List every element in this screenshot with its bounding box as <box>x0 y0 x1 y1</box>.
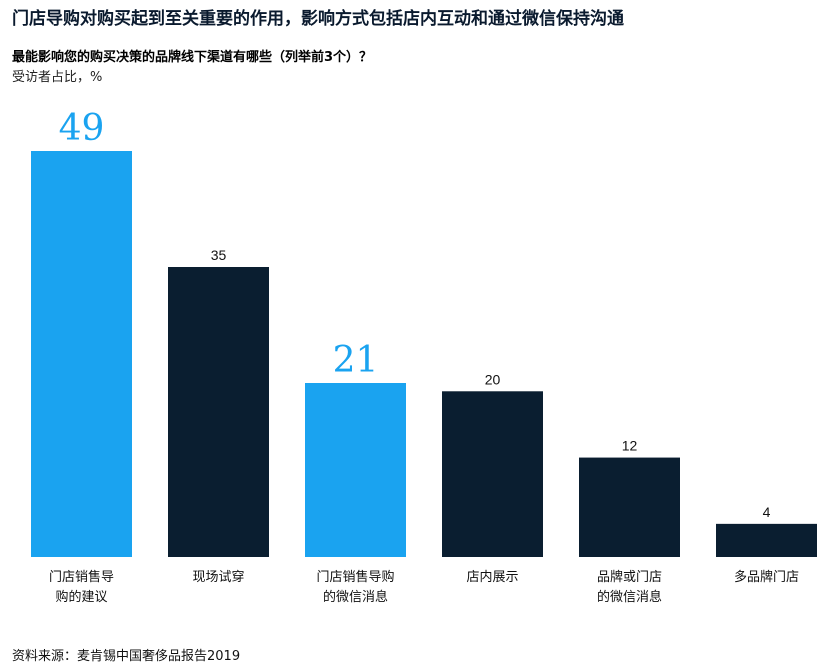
data-label-2: 35 <box>211 247 227 263</box>
category-label-2: 现场试穿 <box>192 569 244 585</box>
data-label-6: 4 <box>763 504 771 520</box>
category-label-1-line-2: 购的建议 <box>55 589 107 605</box>
category-label-6: 多品牌门店 <box>734 569 799 585</box>
bar-2 <box>168 267 269 557</box>
bar-chart: 49门店销售导购的建议35现场试穿21门店销售导购的微信消息20店内展示12品牌… <box>31 108 817 605</box>
category-label-1-line-1: 门店销售导 <box>49 569 114 585</box>
category-label-3-line-1: 门店销售导购 <box>316 569 394 585</box>
headline: 门店导购对购买起到至关重要的作用，影响方式包括店内互动和通过微信保持沟通 <box>12 9 624 29</box>
bar-3 <box>305 383 406 557</box>
data-label-1: 49 <box>59 108 105 149</box>
chart-title: 最能影响您的购买决策的品牌线下渠道有哪些（列举前3个）？ <box>12 50 373 65</box>
bar-4 <box>442 391 543 557</box>
data-label-4: 20 <box>485 371 501 387</box>
category-label-3-line-2: 的微信消息 <box>323 589 388 605</box>
category-label-5-line-1: 品牌或门店 <box>597 569 662 585</box>
category-label-5-line-2: 的微信消息 <box>597 589 662 605</box>
y-axis-label: 受访者占比，% <box>12 70 103 85</box>
bar-1 <box>31 151 132 557</box>
source-note: 资料来源：麦肯锡中国奢侈品报告2019 <box>12 649 241 664</box>
data-label-3: 21 <box>333 340 379 381</box>
bar-6 <box>716 523 817 557</box>
data-label-5: 12 <box>622 438 638 454</box>
bar-5 <box>579 457 680 557</box>
category-label-4: 店内展示 <box>466 569 518 585</box>
